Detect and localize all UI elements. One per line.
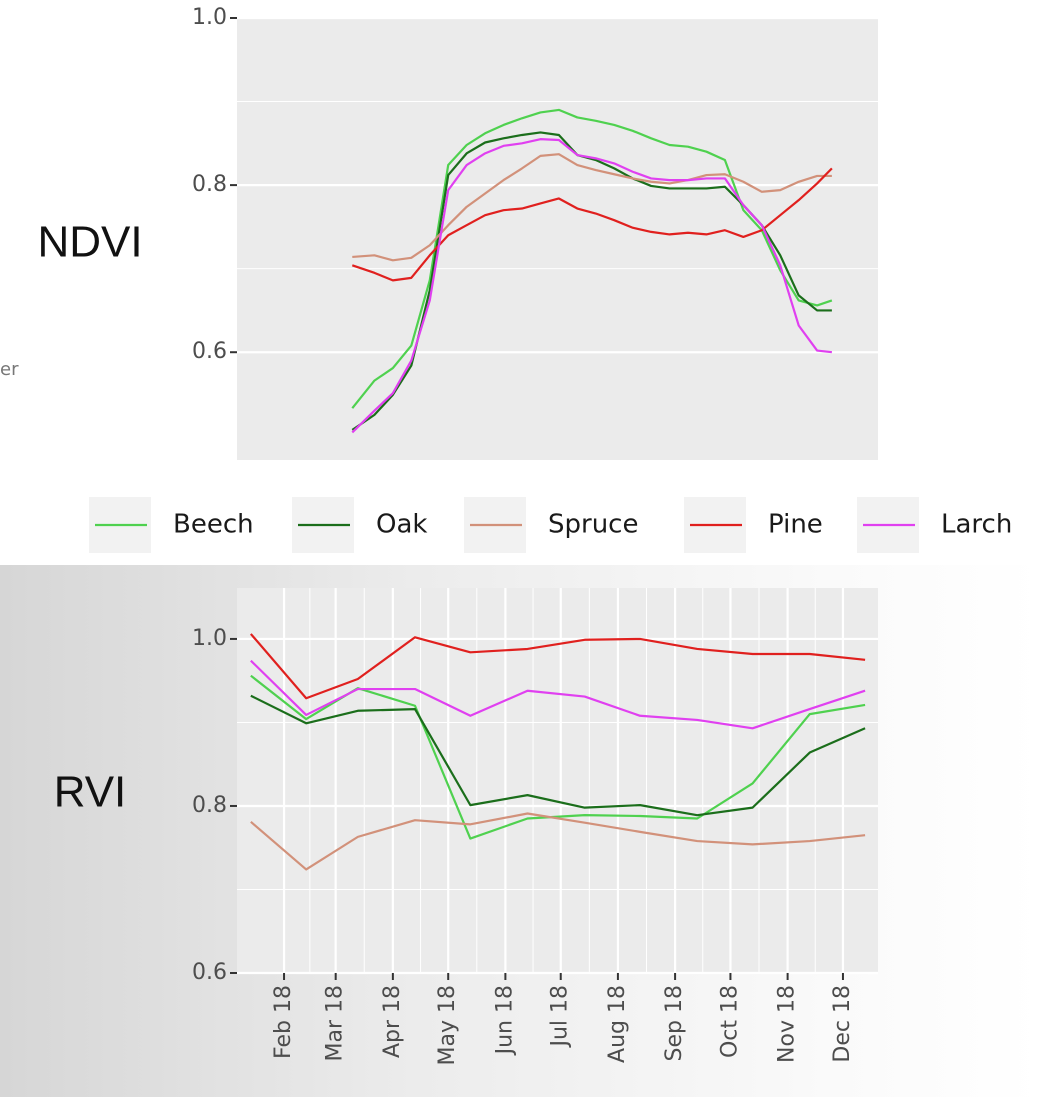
series-line: Larch bbox=[351, 138, 833, 434]
x-tick-label: Oct 18 bbox=[717, 985, 742, 1058]
series-line: Larch bbox=[250, 659, 866, 730]
series-line: Oak bbox=[250, 694, 866, 817]
x-tick-label: Mar 18 bbox=[323, 985, 348, 1062]
legend-label: Beech bbox=[173, 510, 254, 540]
plot-panel bbox=[237, 588, 878, 973]
plot-panel bbox=[237, 18, 878, 460]
y-tick-label: 0.8 bbox=[192, 172, 227, 197]
x-tick-label: May 18 bbox=[435, 985, 460, 1065]
series-line: Spruce bbox=[250, 812, 866, 871]
chart-title: NDVI bbox=[37, 218, 142, 267]
y-tick-label: 0.6 bbox=[192, 960, 227, 985]
x-tick-label: Dec 18 bbox=[830, 985, 855, 1063]
legend-label: Larch bbox=[941, 510, 1012, 540]
cut-off-text: er bbox=[0, 359, 19, 380]
series-line: Beech bbox=[351, 108, 833, 409]
series-line: Spruce bbox=[352, 153, 832, 262]
y-tick-label: 0.8 bbox=[192, 793, 227, 818]
chart-title: RVI bbox=[54, 768, 127, 817]
legend-label: Pine bbox=[768, 510, 823, 540]
series-line: Pine bbox=[351, 167, 833, 282]
x-tick-label: Nov 18 bbox=[775, 985, 800, 1063]
y-tick-label: 0.6 bbox=[192, 339, 227, 364]
legend-label: Spruce bbox=[548, 510, 638, 540]
x-tick-label: Sep 18 bbox=[662, 985, 687, 1061]
x-tick-label: Aug 18 bbox=[605, 985, 630, 1063]
x-tick-label: Apr 18 bbox=[380, 985, 405, 1058]
x-tick-label: Jun 18 bbox=[492, 985, 517, 1056]
y-tick-label: 1.0 bbox=[192, 626, 227, 651]
legend-label: Oak bbox=[376, 510, 427, 540]
x-tick-label: Jul 18 bbox=[548, 985, 573, 1049]
x-tick-label: Feb 18 bbox=[271, 985, 296, 1059]
series-line: Pine bbox=[250, 633, 866, 700]
y-tick-label: 1.0 bbox=[192, 5, 227, 30]
